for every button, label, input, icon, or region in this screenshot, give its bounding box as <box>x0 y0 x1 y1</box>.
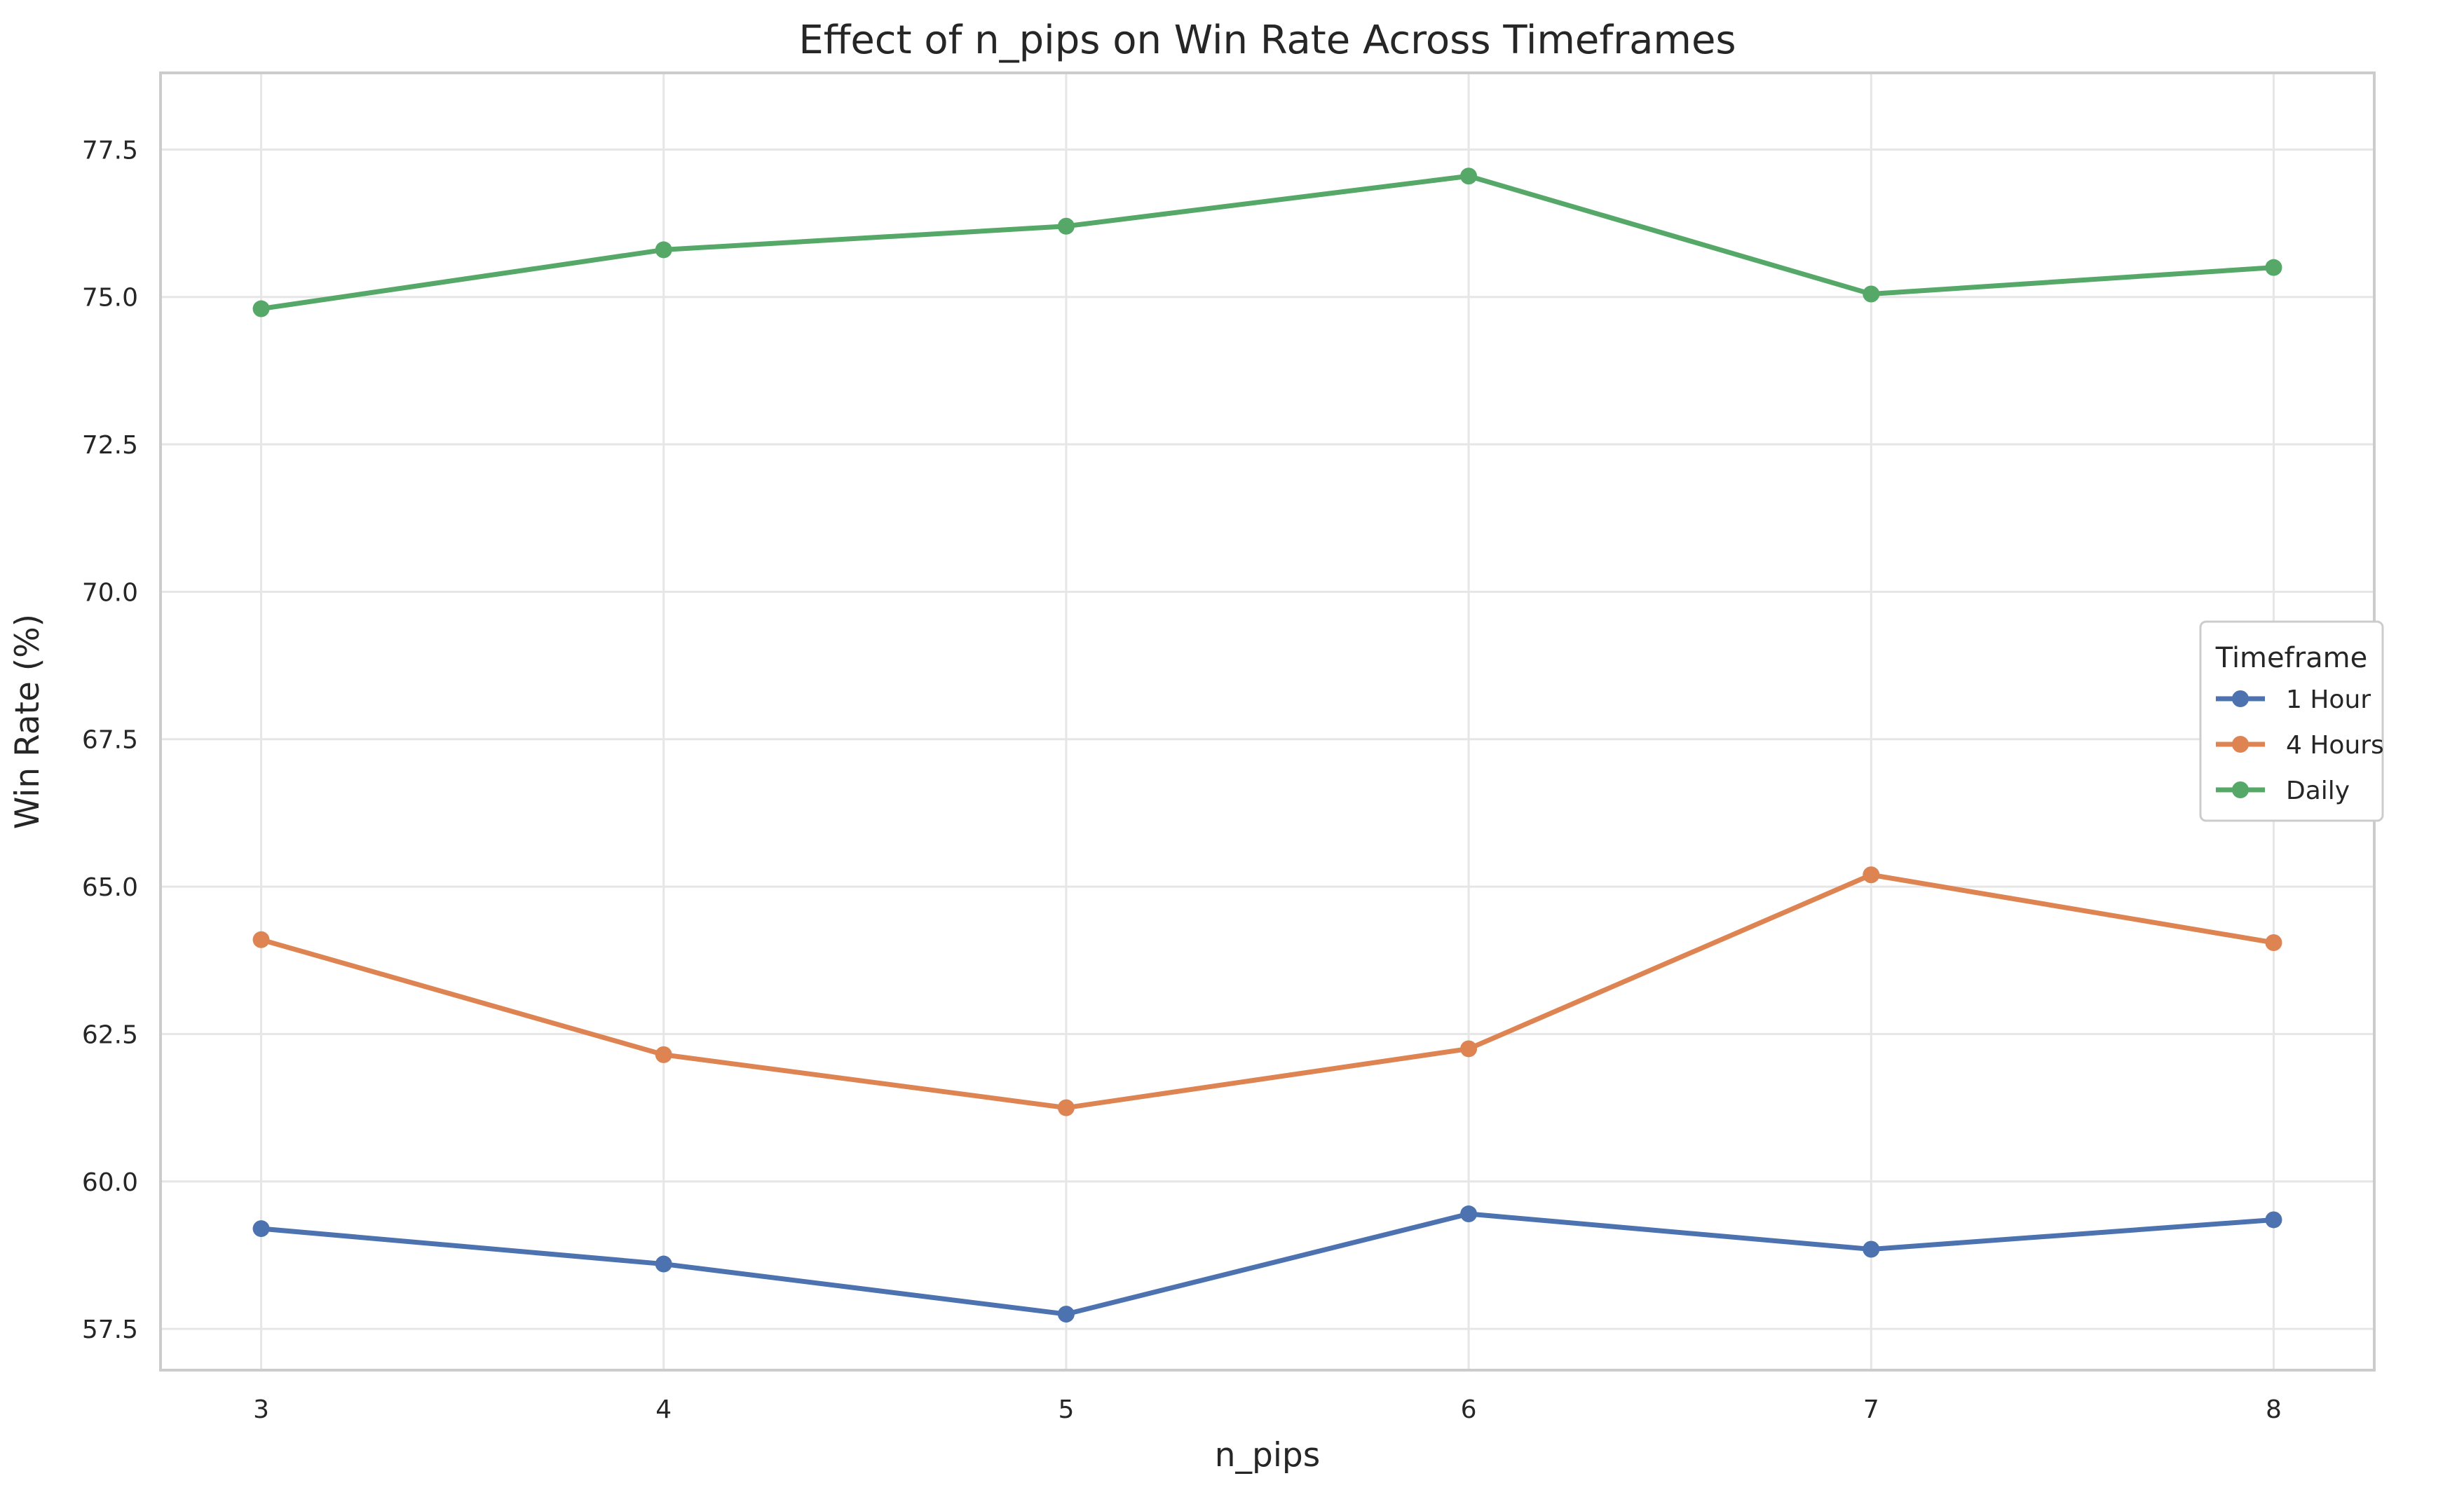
legend-label: 4 Hours <box>2286 731 2384 760</box>
y-tick-label: 72.5 <box>82 431 138 460</box>
legend-box <box>2199 620 2384 822</box>
grid <box>161 73 2374 1370</box>
data-point <box>2265 934 2282 952</box>
series-line <box>259 872 2276 1111</box>
legend-label: Daily <box>2286 777 2350 805</box>
y-tick-label: 57.5 <box>82 1315 138 1344</box>
data-point <box>1460 168 1478 185</box>
legend-entries: 1 Hour 4 Hours Daily <box>2216 685 2384 805</box>
series-4-hours <box>252 866 2282 1116</box>
legend-swatch-marker <box>2232 736 2249 753</box>
data-point <box>1863 285 1880 303</box>
data-point <box>1057 1306 1075 1323</box>
series-daily <box>252 168 2282 317</box>
series-line <box>259 173 2276 312</box>
series-layer <box>252 168 2282 1323</box>
y-tick-label: 60.0 <box>82 1168 138 1197</box>
data-point <box>2265 259 2282 276</box>
data-point <box>1057 217 1075 235</box>
x-axis-title: n_pips <box>1215 1436 1321 1475</box>
legend: Timeframe 1 Hour 4 Hours Daily <box>2199 620 2384 822</box>
legend-title: Timeframe <box>2215 642 2368 674</box>
legend-entry: 1 Hour <box>2216 685 2371 714</box>
series-1-hour <box>252 1205 2282 1323</box>
chart-title: Effect of n_pips on Win Rate Across Time… <box>798 18 1736 63</box>
legend-swatch-marker <box>2232 690 2249 707</box>
series-line <box>259 1211 2276 1317</box>
x-tick-label: 5 <box>1058 1395 1074 1424</box>
y-tick-label: 65.0 <box>82 873 138 902</box>
data-point <box>1863 866 1880 884</box>
legend-entry: 4 Hours <box>2216 731 2384 760</box>
data-point <box>252 931 270 948</box>
y-tick-label: 62.5 <box>82 1020 138 1049</box>
x-tick-label: 7 <box>1863 1395 1879 1424</box>
y-tick-label: 75.0 <box>82 284 138 313</box>
tick-labels: 3 4 5 6 7 8 57.5 60.0 62.5 65.0 67.5 70.0 72.5 75.0 77… <box>82 136 2282 1424</box>
data-point <box>2265 1211 2282 1229</box>
y-tick-label: 77.5 <box>82 136 138 165</box>
legend-label: 1 Hour <box>2286 685 2371 714</box>
y-axis-title: Win Rate (%) <box>8 614 47 829</box>
data-point <box>252 1220 270 1238</box>
x-tick-label: 4 <box>655 1395 672 1424</box>
data-point <box>655 1255 672 1273</box>
data-point <box>252 300 270 317</box>
data-point <box>1460 1205 1478 1223</box>
x-tick-label: 8 <box>2266 1395 2282 1424</box>
x-tick-label: 3 <box>253 1395 269 1424</box>
data-point <box>655 1046 672 1063</box>
data-point <box>1863 1240 1880 1258</box>
legend-entry: Daily <box>2216 777 2350 805</box>
y-tick-label: 67.5 <box>82 726 138 755</box>
y-tick-label: 70.0 <box>82 578 138 607</box>
legend-swatch-marker <box>2232 781 2249 798</box>
data-point <box>1057 1099 1075 1116</box>
data-point <box>655 241 672 259</box>
x-tick-label: 6 <box>1461 1395 1477 1424</box>
data-point <box>1460 1040 1478 1058</box>
